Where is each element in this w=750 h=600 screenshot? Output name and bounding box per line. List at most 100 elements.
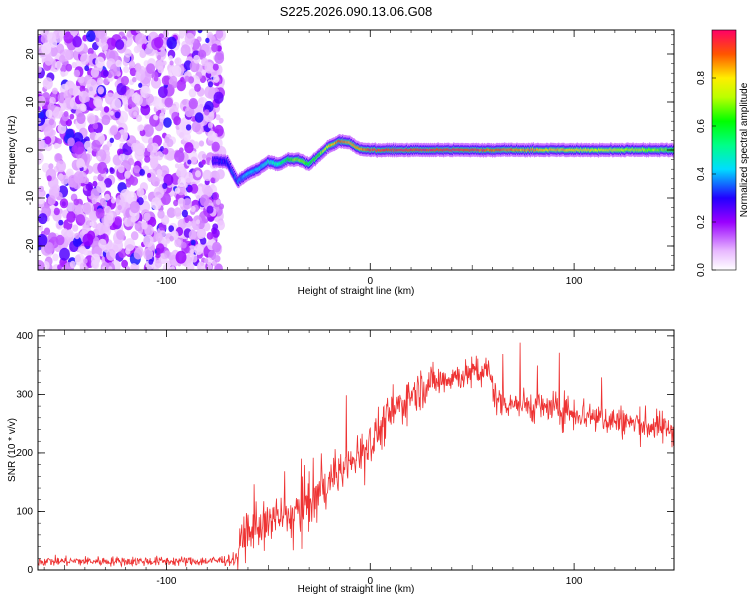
noise-blob [67,137,75,147]
colorbar-tick-label: 0.2 [696,215,707,229]
noise-blob [38,66,42,73]
noise-blob [101,266,107,270]
snr-x-tick-label: 100 [566,576,583,587]
noise-blob [60,174,69,185]
noise-blob [184,75,190,82]
snr-y-tick-label: 300 [16,389,33,400]
noise-blob [103,214,114,227]
noise-blob [44,55,54,66]
noise-blob [56,160,66,173]
noise-blob [121,259,128,268]
noise-blob [123,66,130,73]
noise-blob [202,169,212,182]
noise-blob [91,197,98,205]
noise-blob [218,117,224,124]
noise-blob [171,65,182,77]
noise-blob [131,142,139,152]
noise-blob [44,136,52,145]
noise-blob [162,30,169,38]
noise-blob [38,185,44,193]
colorbar-tick-label: 0.8 [696,71,707,85]
noise-blob [215,114,221,121]
noise-blob [101,42,109,51]
noise-blob [95,208,105,219]
noise-blob [52,253,59,262]
colorbar-gradient [712,30,736,270]
noise-blob [77,171,87,184]
noise-blob [85,96,90,102]
noise-blob [157,210,165,219]
noise-blob [143,248,154,261]
noise-blob [72,36,82,48]
noise-blob [55,234,65,246]
noise-blob [57,264,62,270]
noise-blob [74,232,80,240]
noise-blob [59,198,69,209]
noise-blob [132,76,137,83]
noise-blob [206,232,214,240]
noise-blob [183,132,191,142]
noise-blob [194,244,204,255]
noise-blob [188,98,198,110]
noise-blob [91,253,101,265]
noise-blob [42,77,53,90]
noise-blob [166,36,177,50]
snr-x-axis-label: Height of straight line (km) [298,584,415,595]
noise-blob [63,97,74,111]
noise-blob [190,239,196,246]
noise-blob [124,48,132,58]
noise-blob [174,238,182,248]
noise-blob [164,97,173,108]
noise-blob [139,49,147,59]
noise-blob [126,30,133,38]
noise-blob [168,225,174,233]
noise-blob [134,222,143,232]
noise-blob [162,60,167,66]
noise-blob [163,173,174,186]
noise-blob [103,245,110,253]
noise-blob [111,198,116,204]
noise-blob [197,49,207,60]
noise-blob [109,137,115,143]
noise-blob [177,177,186,188]
noise-blob [65,63,73,72]
noise-blob [188,108,195,116]
noise-blob [190,156,198,165]
noise-blob [181,209,188,218]
noise-blob [75,214,86,226]
noise-blob [166,207,176,218]
noise-blob [197,30,203,34]
spectrogram-signal-track [211,133,674,189]
noise-blob [131,92,141,104]
noise-blob [125,266,131,270]
noise-blob [194,83,201,92]
noise-blob [182,198,193,210]
noise-blob [139,129,146,137]
colorbar-ticks: 0.0 0.2 0.4 0.6 0.8 [696,71,716,277]
noise-blob [143,124,154,137]
noise-blob [130,231,139,241]
noise-blob [95,56,105,68]
noise-blob [72,236,82,247]
noise-blob [149,157,159,168]
noise-blob [87,115,96,125]
noise-blob [58,54,66,63]
noise-blob [144,155,151,163]
noise-blob [86,78,98,92]
noise-blob [38,213,48,225]
noise-blob [129,201,140,214]
noise-blob [210,177,216,184]
noise-blob [57,138,63,145]
noise-blob [74,254,81,263]
noise-blob [184,32,195,45]
noise-blob [155,151,164,161]
noise-blob [130,176,139,186]
noise-blob [180,44,191,57]
noise-blob [173,207,182,217]
noise-blob [151,197,162,211]
noise-blob [179,131,185,139]
noise-blob [212,63,219,71]
noise-blob [190,254,198,263]
noise-blob [161,75,170,86]
